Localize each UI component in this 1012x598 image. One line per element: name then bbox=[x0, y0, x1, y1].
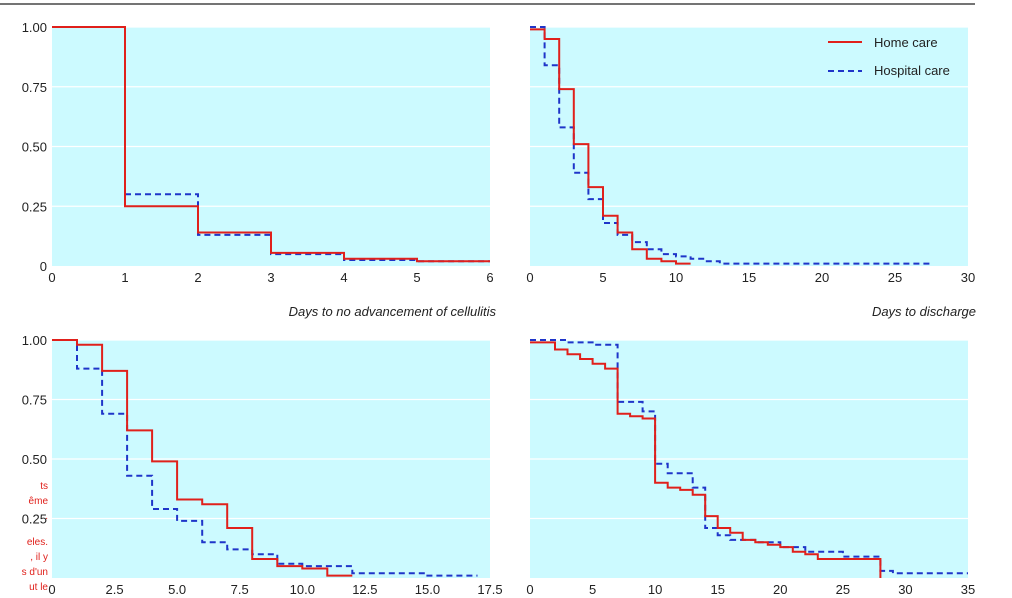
legend: Home care Hospital care bbox=[828, 35, 950, 78]
x-tick-label: 20 bbox=[815, 270, 829, 285]
side-note-line: . bbox=[45, 511, 48, 522]
series-hospital-care bbox=[530, 339, 968, 575]
x-tick-label: 15.0 bbox=[415, 582, 440, 597]
x-tick-label: 0 bbox=[526, 270, 533, 285]
x-tick-label: 5.0 bbox=[168, 582, 186, 597]
x-tick-label: 2.5 bbox=[106, 582, 124, 597]
x-tick-label: 15 bbox=[710, 582, 724, 597]
series-hospital-care bbox=[52, 339, 478, 577]
x-axis-label: Days to no advancement of cellulitis bbox=[289, 304, 497, 319]
x-tick-label: 30 bbox=[961, 270, 975, 285]
series-home-care bbox=[530, 28, 691, 265]
side-note-line: s d'un bbox=[21, 567, 48, 578]
side-note-line: eles. bbox=[26, 537, 48, 548]
x-tick-label: 7.5 bbox=[231, 582, 249, 597]
legend-home-care-label: Home care bbox=[874, 35, 938, 50]
series-home-care bbox=[52, 339, 353, 577]
x-tick-label: 0 bbox=[48, 582, 55, 597]
x-tick-label: 0 bbox=[526, 582, 533, 597]
x-tick-label: 15 bbox=[742, 270, 756, 285]
chart-panel-3: 0.25 0.50 0.75 1.00 0 2.5 5.0 7.5 10.0 12.5 15.0 17… bbox=[22, 333, 503, 597]
x-tick-label: 3 bbox=[267, 270, 274, 285]
x-tick-label: 0 bbox=[48, 270, 55, 285]
legend-hospital-care-label: Hospital care bbox=[874, 63, 950, 78]
x-tick-label: 10 bbox=[648, 582, 662, 597]
x-tick-label: 17.5 bbox=[477, 582, 502, 597]
side-note-line: ut le bbox=[29, 582, 48, 593]
x-tick-label: 30 bbox=[898, 582, 912, 597]
y-tick-label: 0.50 bbox=[22, 140, 47, 155]
y-tick-label: 0.75 bbox=[22, 393, 47, 408]
x-tick-label: 5 bbox=[589, 582, 596, 597]
x-tick-label: 20 bbox=[773, 582, 787, 597]
chart-panel-4: 0 5 10 15 20 25 30 35 bbox=[526, 339, 975, 597]
x-tick-label: 6 bbox=[486, 270, 493, 285]
x-tick-label: 5 bbox=[599, 270, 606, 285]
y-tick-label: 1.00 bbox=[22, 333, 47, 348]
x-tick-label: 5 bbox=[413, 270, 420, 285]
y-tick-label: 0.75 bbox=[22, 80, 47, 95]
y-tick-label: 0.25 bbox=[22, 199, 47, 214]
chart-panel-1: 0 0.25 0.50 0.75 1.00 0 1 2 3 4 5 6 Days to no advan… bbox=[22, 20, 497, 319]
chart-panel-2: 0 5 10 15 20 25 30 Days to discharge bbox=[526, 26, 976, 319]
x-axis-label: Days to discharge bbox=[872, 304, 976, 319]
x-tick-label: 2 bbox=[194, 270, 201, 285]
y-tick-label: 1.00 bbox=[22, 20, 47, 35]
x-tick-label: 1 bbox=[121, 270, 128, 285]
series-home-care bbox=[52, 26, 490, 263]
x-tick-label: 25 bbox=[836, 582, 850, 597]
x-tick-label: 4 bbox=[340, 270, 347, 285]
series-home-care bbox=[530, 341, 882, 578]
x-tick-label: 25 bbox=[888, 270, 902, 285]
side-note-line: ts bbox=[40, 481, 48, 492]
y-tick-label: 0 bbox=[40, 259, 47, 274]
side-note-line: ême bbox=[28, 496, 48, 507]
x-tick-label: 10.0 bbox=[290, 582, 315, 597]
side-note-line: , il y bbox=[30, 552, 48, 563]
y-tick-label: 0.25 bbox=[22, 512, 47, 527]
x-tick-label: 10 bbox=[669, 270, 683, 285]
y-tick-label: 0.50 bbox=[22, 452, 47, 467]
x-tick-label: 12.5 bbox=[352, 582, 377, 597]
x-tick-label: 35 bbox=[961, 582, 975, 597]
